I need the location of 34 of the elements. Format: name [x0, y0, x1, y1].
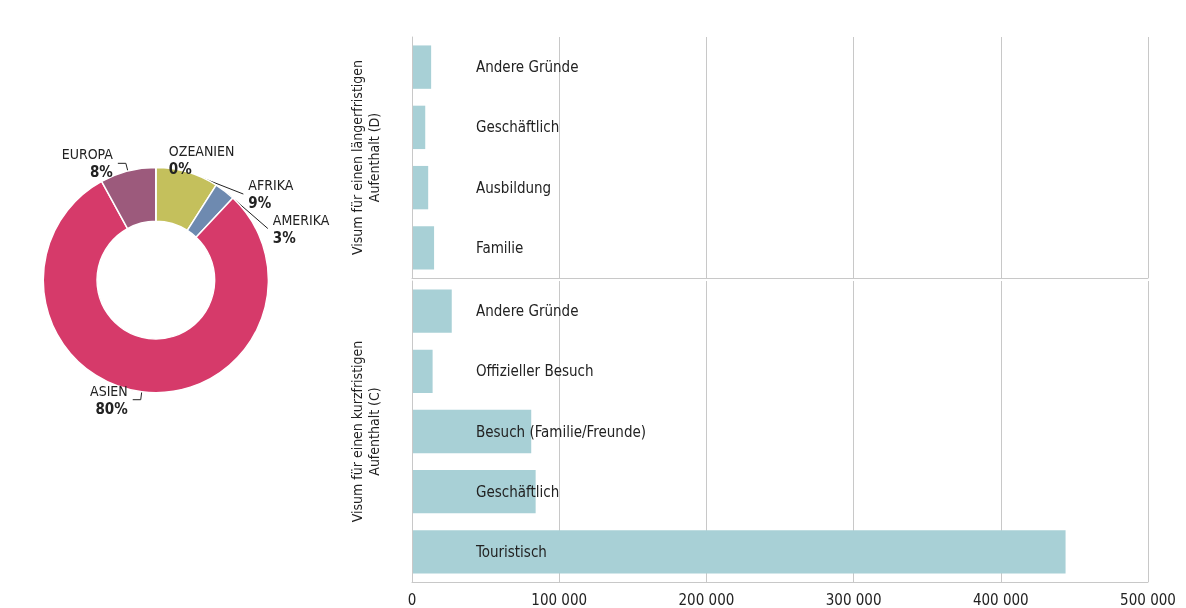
x-tick-label: 100 000: [531, 590, 588, 608]
slice-label: ASIEN: [90, 382, 128, 399]
bar: [412, 349, 433, 393]
category-label: OZEANIEN: [168, 142, 235, 159]
y-tick-label: Ausbildung: [476, 178, 552, 197]
bar: [412, 289, 452, 333]
slice-label: EUROPA: [61, 146, 114, 163]
y-axis-title: Visum für einen längerfristigen Aufenthalt (D): [348, 59, 382, 256]
x-tick-label: 500 000: [1120, 590, 1176, 608]
y-tick-label: Geschäftlich: [476, 482, 560, 501]
y-tick-label: Touristisch: [475, 542, 547, 561]
bar: [412, 45, 432, 89]
x-tick-label: 0: [407, 590, 417, 608]
bar: [412, 105, 426, 150]
slice-label: AMERIKA: [272, 211, 330, 228]
y-tick-label: Familie: [476, 238, 524, 257]
data-label: 80%: [95, 399, 129, 418]
bar: [412, 409, 532, 454]
data-label: 3%: [272, 228, 297, 247]
y-tick-label: Offizieller Besuch: [476, 362, 594, 381]
bar: [412, 530, 1066, 574]
y-tick-label: Andere Gründe: [476, 58, 579, 77]
slice-label: AFRIKA: [248, 177, 294, 194]
x-tick-label: 200 000: [678, 590, 735, 608]
x-tick-label: 300 000: [825, 590, 882, 608]
bar: [412, 226, 435, 270]
data-label: 9%: [248, 194, 272, 213]
y-tick-label: Geschäftlich: [476, 118, 560, 137]
x-tick-label: 400 000: [972, 590, 1029, 608]
bar: [412, 165, 429, 210]
y-tick-label: Besuch (Familie/Freunde): [476, 422, 647, 441]
data-label: 8%: [89, 163, 114, 182]
y-tick-label: Andere Gründe: [476, 302, 579, 321]
y-axis-title: Visum für einen kurzfristigen Aufenthalt (C): [348, 340, 382, 523]
